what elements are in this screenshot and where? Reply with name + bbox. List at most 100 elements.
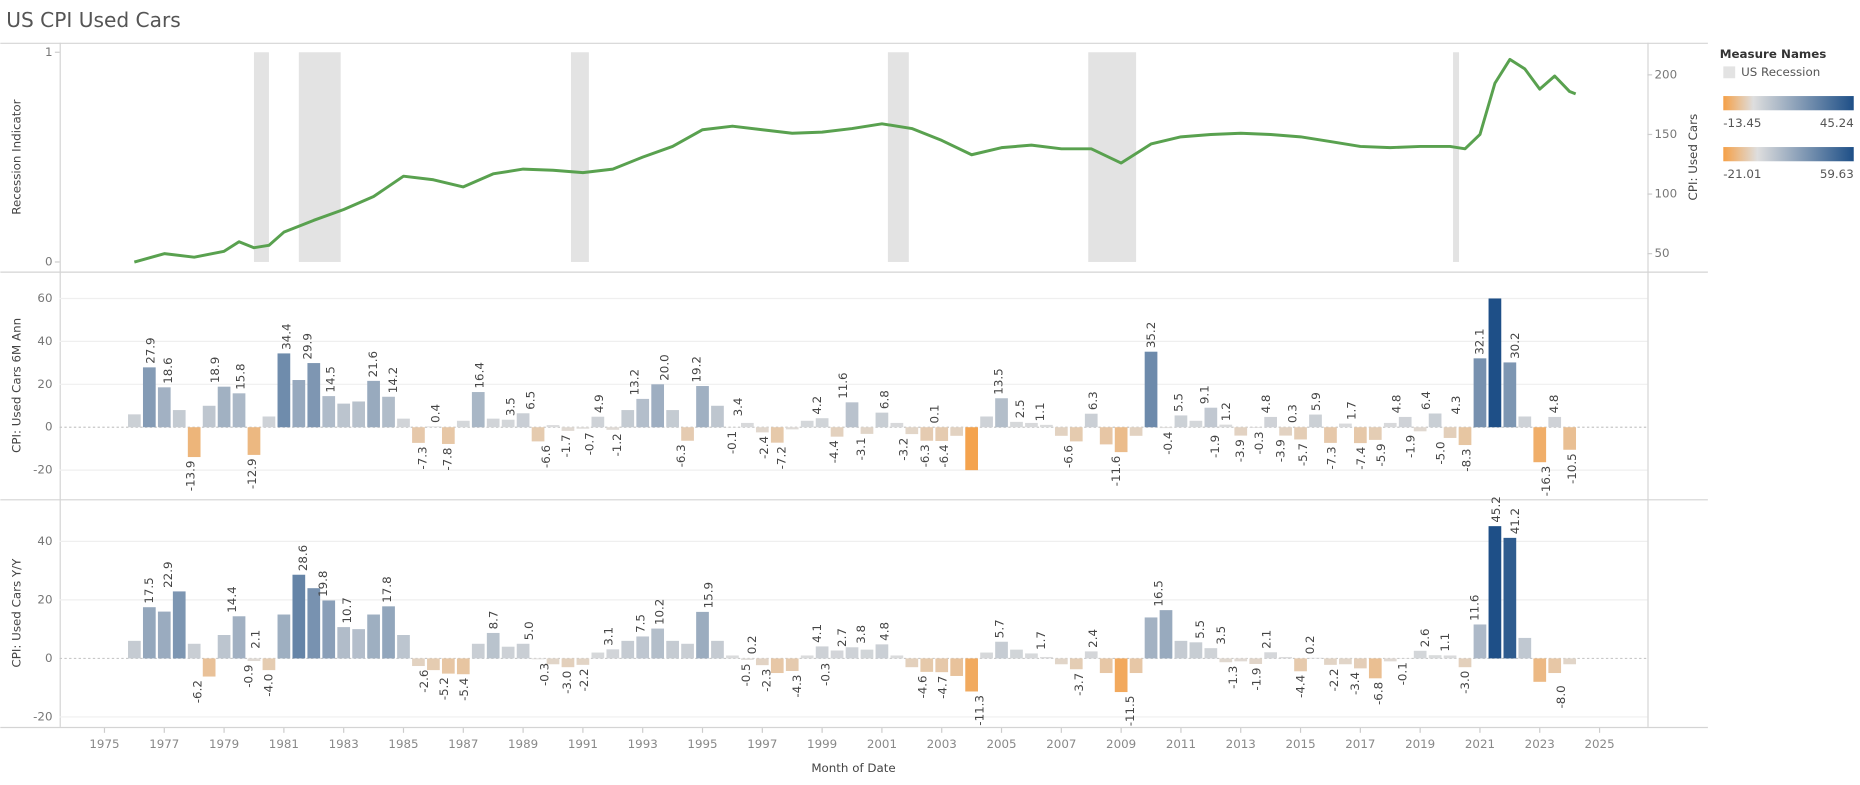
data-label: 14.5 — [323, 366, 337, 392]
bar — [606, 649, 620, 659]
data-label: 6.5 — [523, 391, 537, 410]
bar — [247, 427, 261, 455]
data-label: 3.5 — [503, 397, 517, 416]
bar — [995, 641, 1008, 659]
bar — [382, 396, 395, 428]
data-label: 5.0 — [522, 621, 536, 640]
bar — [441, 427, 455, 444]
bar — [441, 658, 455, 674]
bar — [741, 422, 754, 428]
data-label: 2.4 — [1086, 629, 1100, 648]
data-label: -3.7 — [1072, 673, 1086, 696]
data-label: 27.9 — [143, 337, 157, 363]
bar — [845, 402, 859, 428]
data-label: 17.5 — [142, 577, 156, 603]
color-legend-max: 59.63 — [1820, 167, 1854, 181]
bar — [890, 422, 904, 428]
bar — [711, 405, 724, 428]
bar — [292, 574, 306, 659]
y-axis-title: CPI: Used Cars 6M Ann — [9, 318, 23, 453]
data-label: -5.2 — [437, 677, 451, 700]
bar — [232, 616, 246, 659]
data-label: 2.5 — [1013, 399, 1027, 418]
bar — [965, 658, 978, 692]
bar — [1279, 656, 1292, 659]
data-label: -11.3 — [973, 695, 987, 726]
data-label: -6.8 — [1372, 682, 1386, 705]
data-label: -5.0 — [1433, 442, 1447, 465]
bar — [292, 380, 306, 428]
data-label: 14.4 — [225, 586, 239, 612]
bar — [1040, 656, 1053, 659]
bar — [1533, 658, 1547, 682]
bar — [830, 650, 844, 659]
data-label: -4.4 — [827, 440, 841, 463]
data-label: 15.8 — [233, 363, 247, 389]
y2-tick-label: 200 — [1655, 67, 1678, 81]
data-label: 20.0 — [657, 354, 671, 380]
bar — [142, 367, 156, 428]
bar — [1413, 650, 1427, 659]
data-label: -2.2 — [1327, 668, 1341, 691]
data-label: 19.2 — [689, 356, 703, 382]
x-tick-label: 1981 — [269, 737, 299, 751]
data-label: 6.8 — [878, 390, 892, 409]
bar — [247, 658, 261, 662]
data-label: 4.8 — [1547, 395, 1561, 414]
bar — [711, 640, 724, 659]
bar — [1518, 416, 1532, 428]
y-tick-label: 1 — [45, 45, 53, 59]
bar — [1458, 427, 1472, 446]
data-label: -5.4 — [457, 678, 471, 701]
y-tick-label: 40 — [37, 534, 52, 548]
bar — [546, 658, 560, 665]
bar — [1234, 427, 1248, 436]
bar — [486, 418, 500, 428]
data-label: -3.1 — [854, 437, 868, 460]
bar — [965, 427, 978, 471]
data-label: -8.3 — [1459, 449, 1473, 472]
data-label: 29.9 — [300, 333, 314, 359]
bar — [1084, 413, 1098, 428]
x-axis-title: Month of Date — [811, 761, 895, 775]
data-label: 28.6 — [296, 545, 310, 571]
bar — [1324, 658, 1337, 665]
y-tick-label: 0 — [45, 420, 53, 434]
bar — [157, 387, 171, 428]
data-label: 6.3 — [1086, 391, 1100, 410]
bar — [1144, 617, 1158, 659]
data-label: 16.4 — [473, 362, 487, 388]
x-tick-label: 1987 — [448, 737, 478, 751]
bar — [636, 636, 650, 659]
bar — [486, 632, 500, 659]
y-axis-title: Recession Indicator — [9, 99, 23, 214]
bar — [217, 635, 231, 659]
bar — [1219, 424, 1233, 428]
data-label: -6.3 — [674, 444, 688, 467]
x-tick-label: 2015 — [1285, 737, 1315, 751]
data-label: 35.2 — [1144, 322, 1158, 348]
data-label: -5.9 — [1374, 443, 1388, 466]
bar — [1010, 421, 1023, 428]
bar — [860, 427, 874, 434]
bar — [456, 420, 470, 428]
data-label: -13.9 — [184, 461, 198, 492]
bar — [890, 655, 904, 659]
data-label: 5.9 — [1309, 392, 1323, 411]
bar — [501, 646, 515, 659]
bar — [576, 427, 590, 429]
bar — [845, 647, 859, 659]
bar — [561, 658, 575, 668]
bar — [950, 658, 964, 676]
data-label: -4.6 — [916, 675, 930, 698]
x-tick-label: 2007 — [1046, 737, 1076, 751]
data-label: 1.1 — [1438, 633, 1452, 652]
bar — [726, 655, 739, 659]
bar — [1503, 537, 1517, 659]
bar — [875, 412, 889, 428]
x-tick-label: 1993 — [628, 737, 658, 751]
bar — [1189, 642, 1203, 659]
bar — [800, 655, 814, 659]
data-label: -0.3 — [538, 663, 552, 686]
